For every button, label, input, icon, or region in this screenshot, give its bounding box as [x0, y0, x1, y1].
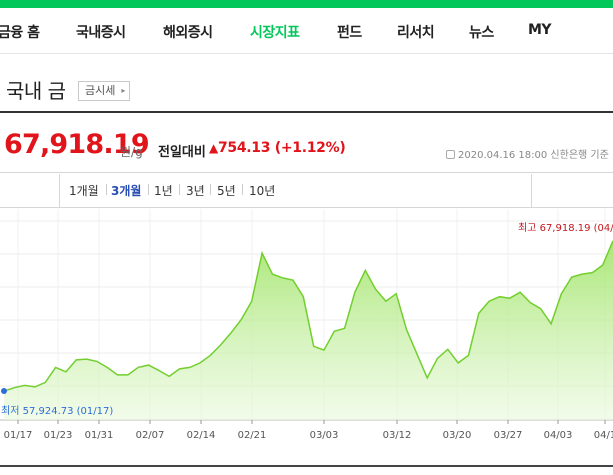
low-point-marker [1, 388, 7, 395]
price-change: ▲754.13 (+1.12%) [209, 140, 346, 156]
up-triangle-icon: ▲ [209, 141, 218, 155]
period-divider [106, 184, 107, 195]
period-divider [242, 184, 243, 195]
price-timestamp: 2020.04.16 18:00 신한은행 기준 [446, 146, 609, 161]
period-5-years[interactable]: 5년 [217, 184, 236, 198]
nav-item-research[interactable]: 리서치 [397, 25, 435, 41]
page-title: 국내 금 [6, 79, 66, 103]
price-line [3, 240, 613, 392]
period-selector: 1개월 3개월 1년 3년 5년 10년 [0, 174, 613, 208]
nav-item-domestic-stocks[interactable]: 국내증시 [76, 25, 126, 41]
price-change-value: 754.13 (+1.12%) [217, 140, 346, 156]
nav-item-finance-home[interactable]: 금융 홈 [0, 25, 40, 41]
min-price-label: 최저 57,924.73 (01/17) [1, 405, 113, 417]
price-summary: 67,918.19 원/g 전일대비 ▲754.13 (+1.12%) 2020… [0, 115, 613, 173]
period-1-year[interactable]: 1년 [154, 184, 173, 198]
x-tick-label: 04/1 [594, 430, 613, 441]
period-divider [210, 184, 211, 195]
x-tick-label: 02/14 [187, 430, 216, 441]
price-chart: 01/17 01/23 01/31 02/07 02/14 02/21 03/03 03/12… [0, 209, 613, 475]
period-left-panel [0, 174, 60, 207]
price-area [4, 240, 613, 420]
bottom-rule [0, 465, 613, 467]
period-divider [148, 184, 149, 195]
change-label: 전일대비 [158, 145, 206, 160]
gold-price-link-button[interactable]: 금시세 ▸ [78, 81, 131, 101]
top-navigation: 금융 홈 국내증시 해외증시 시장지표 펀드 리서치 뉴스 MY [0, 8, 613, 54]
x-tick-label: 03/03 [310, 430, 339, 441]
nav-item-my[interactable]: MY [528, 22, 552, 38]
x-tick-label: 03/12 [383, 430, 412, 441]
calendar-icon [446, 150, 455, 159]
nav-item-news[interactable]: 뉴스 [469, 25, 494, 41]
x-tick-label: 04/03 [544, 430, 573, 441]
period-right-panel [531, 174, 613, 207]
period-divider [179, 184, 180, 195]
x-tick-label: 02/07 [136, 430, 165, 441]
price-unit: 원/g [120, 145, 143, 159]
timestamp-text: 2020.04.16 18:00 신한은행 기준 [458, 150, 609, 161]
x-tick-label: 02/21 [238, 430, 267, 441]
price-chart-svg: 01/17 01/23 01/31 02/07 02/14 02/21 03/03 03/12… [0, 209, 613, 441]
period-3-years[interactable]: 3년 [186, 184, 205, 198]
x-tick-label: 03/20 [443, 430, 472, 441]
x-tick-label: 03/27 [494, 430, 523, 441]
x-tick-label: 01/23 [44, 430, 73, 441]
nav-item-market-indicators[interactable]: 시장지표 [250, 25, 300, 41]
x-tick-label: 01/31 [85, 430, 114, 441]
chevron-right-icon: ▸ [121, 86, 126, 95]
brand-bar [0, 0, 613, 8]
period-1-month[interactable]: 1개월 [69, 184, 99, 198]
period-10-years[interactable]: 10년 [249, 184, 276, 198]
x-tick-label: 01/17 [4, 430, 33, 441]
gold-price-link-label: 금시세 [85, 84, 116, 97]
nav-item-funds[interactable]: 펀드 [337, 25, 362, 41]
title-row: 국내 금 금시세 ▸ [0, 55, 613, 113]
period-3-months[interactable]: 3개월 [111, 184, 142, 198]
nav-item-overseas-stocks[interactable]: 해외증시 [163, 25, 213, 41]
max-price-label: 최고 67,918.19 (04/ [518, 222, 613, 234]
current-price: 67,918.19 [4, 129, 150, 160]
